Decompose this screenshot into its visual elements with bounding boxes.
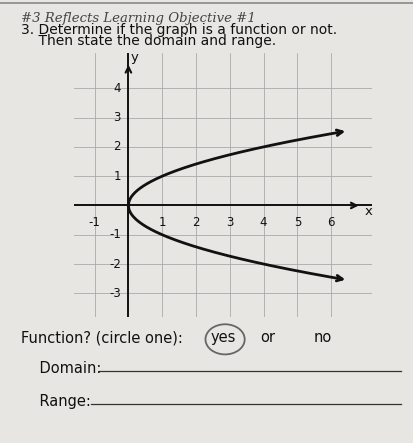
Text: 3. Determine if the graph is a function or not.: 3. Determine if the graph is a function … (21, 23, 337, 37)
Text: yes: yes (211, 330, 236, 345)
Text: Range:: Range: (21, 394, 90, 409)
Text: 1: 1 (159, 216, 166, 229)
Text: 2: 2 (114, 140, 121, 153)
Text: #3 Reflects Learning Objective #1: #3 Reflects Learning Objective #1 (21, 12, 255, 25)
Text: 4: 4 (260, 216, 267, 229)
Text: 2: 2 (192, 216, 200, 229)
Text: -1: -1 (109, 228, 121, 241)
Text: x: x (364, 206, 372, 218)
Text: -1: -1 (89, 216, 100, 229)
Text: Domain:: Domain: (21, 361, 101, 376)
Text: 5: 5 (294, 216, 301, 229)
Text: y: y (131, 51, 138, 64)
Text: Then state the domain and range.: Then state the domain and range. (21, 34, 276, 48)
Text: no: no (314, 330, 332, 345)
Text: 3: 3 (226, 216, 233, 229)
Text: 1: 1 (114, 170, 121, 183)
Text: 6: 6 (328, 216, 335, 229)
Text: Function? (circle one):: Function? (circle one): (21, 330, 183, 345)
Text: -2: -2 (109, 257, 121, 271)
Text: 3: 3 (114, 111, 121, 124)
Text: or: or (260, 330, 275, 345)
Text: 4: 4 (114, 82, 121, 95)
Text: -3: -3 (109, 287, 121, 300)
